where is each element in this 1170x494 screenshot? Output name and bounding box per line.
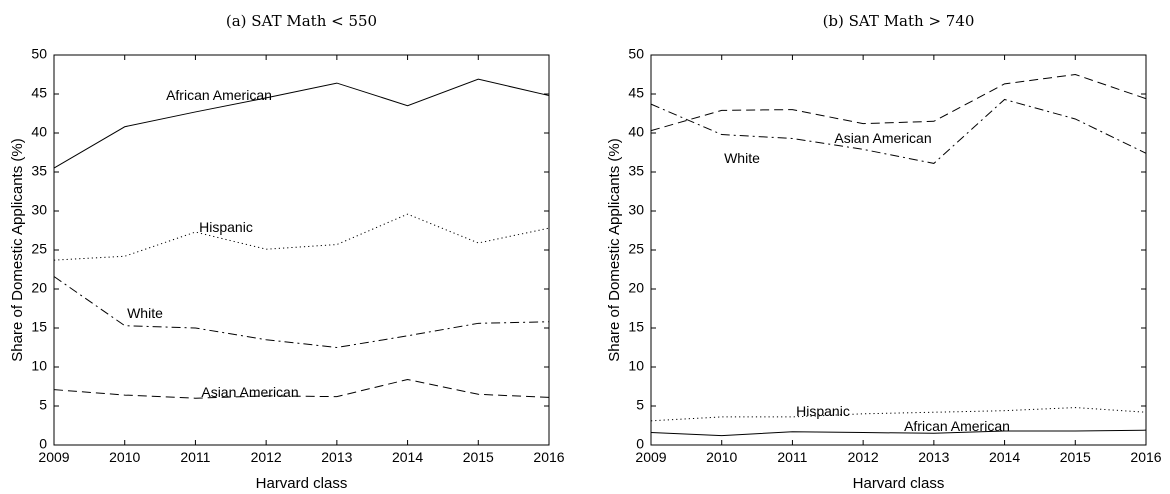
y-tick-label: 10 (628, 358, 644, 374)
y-tick-label: 45 (628, 85, 644, 101)
y-tick-label: 0 (636, 436, 644, 452)
panel-title: (a) SAT Math < 550 (226, 12, 377, 30)
x-tick-label: 2015 (463, 449, 494, 465)
panel-a: (a) SAT Math < 550 0 5 10 15 20 25 30 35 40 45 50 20… (9, 12, 565, 492)
plot-frame (650, 54, 1147, 446)
x-tick-label: 2010 (706, 449, 737, 465)
x-axis-label: Harvard class (853, 475, 945, 492)
series-line-hispanic (53, 213, 550, 261)
series-line-white (650, 98, 1147, 164)
series-label: Asian American (834, 130, 931, 146)
y-tick-label: 5 (39, 397, 47, 413)
y-tick-label: 20 (628, 280, 644, 296)
y-tick-label: 30 (628, 202, 644, 218)
y-tick-label: 20 (31, 280, 47, 296)
y-tick-label: 50 (628, 46, 644, 62)
y-tick-label: 30 (31, 202, 47, 218)
series-line-white (53, 276, 550, 349)
series-line-african-american (53, 78, 550, 169)
y-tick-label: 10 (31, 358, 47, 374)
y-tick-label: 35 (31, 163, 47, 179)
x-tick-label: 2010 (109, 449, 140, 465)
series-line-hispanic (650, 407, 1147, 422)
series-label: Asian American (201, 384, 298, 400)
series-label: Hispanic (199, 219, 253, 235)
y-tick-label: 5 (636, 397, 644, 413)
y-tick-label: 15 (628, 319, 644, 335)
y-tick-label: 35 (628, 163, 644, 179)
y-tick-label: 50 (31, 46, 47, 62)
x-tick-label: 2016 (533, 449, 564, 465)
x-tick-label: 2013 (918, 449, 949, 465)
panel-b: (b) SAT Math > 740 0 5 10 15 20 25 30 35 40 45 50 20… (606, 12, 1162, 492)
x-tick-label: 2012 (848, 449, 879, 465)
x-tick-label: 2011 (180, 449, 210, 465)
y-tick-label: 40 (31, 124, 47, 140)
x-tick-label: 2014 (392, 449, 423, 465)
y-tick-label: 25 (31, 241, 47, 257)
y-axis-label: Share of Domestic Applicants (%) (9, 138, 26, 361)
series-label: African American (904, 418, 1010, 434)
y-tick-label: 45 (31, 85, 47, 101)
x-tick-label: 2011 (777, 449, 807, 465)
x-tick-label: 2014 (989, 449, 1020, 465)
plot-frame (53, 54, 550, 446)
x-axis-label: Harvard class (256, 475, 348, 492)
y-tick-label: 40 (628, 124, 644, 140)
series-line-asian-american (53, 378, 550, 399)
series-line-asian-american (650, 73, 1147, 132)
y-tick-label: 15 (31, 319, 47, 335)
series-label: Hispanic (796, 403, 850, 419)
x-tick-label: 2013 (321, 449, 352, 465)
x-tick-label: 2012 (251, 449, 282, 465)
series-label: White (724, 150, 760, 166)
series-line-african-american (650, 429, 1147, 437)
y-tick-label: 0 (39, 436, 47, 452)
y-tick-label: 25 (628, 241, 644, 257)
y-axis-label: Share of Domestic Applicants (%) (606, 138, 623, 361)
series-label: White (127, 305, 163, 321)
x-tick-label: 2009 (635, 449, 666, 465)
panel-title: (b) SAT Math > 740 (823, 12, 975, 30)
x-tick-label: 2009 (38, 449, 69, 465)
series-label: African American (166, 87, 272, 103)
x-tick-label: 2016 (1130, 449, 1161, 465)
x-tick-label: 2015 (1060, 449, 1091, 465)
